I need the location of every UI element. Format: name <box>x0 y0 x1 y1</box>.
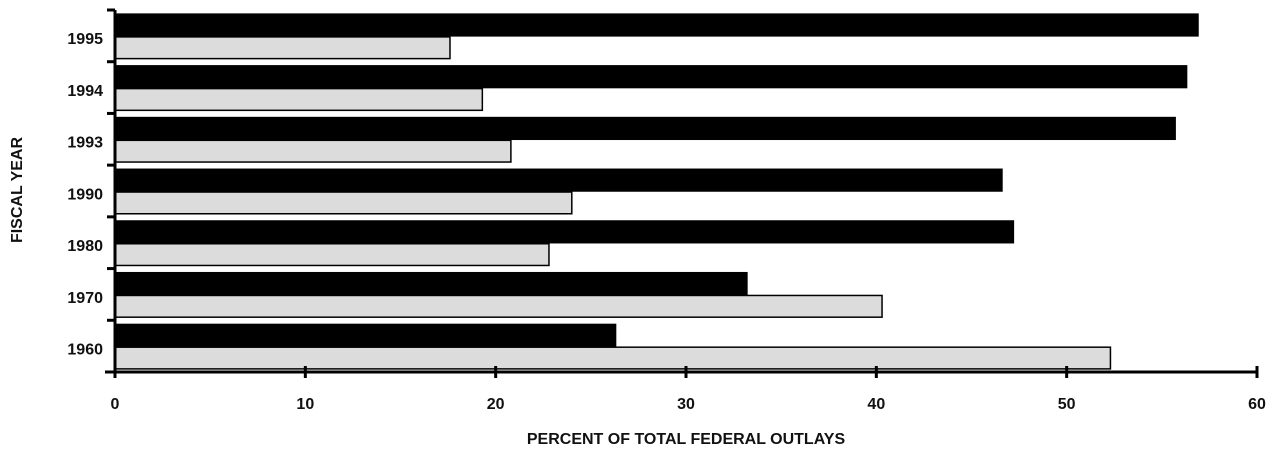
x-tick-label: 20 <box>487 396 505 413</box>
x-tick-label: 0 <box>111 396 120 413</box>
x-tick-label: 40 <box>867 396 885 413</box>
y-tick-label: 1970 <box>67 290 103 307</box>
bar <box>114 65 1188 89</box>
bar <box>114 116 1176 141</box>
bar <box>114 87 484 112</box>
bar <box>114 139 512 163</box>
bar <box>114 271 748 296</box>
y-tick-label: 1993 <box>67 135 103 152</box>
y-tick-label: 1960 <box>67 341 103 358</box>
bar <box>114 346 1112 370</box>
y-tick-label: 1995 <box>67 31 103 48</box>
bar <box>114 220 1015 244</box>
x-tick-label: 50 <box>1058 396 1076 413</box>
y-tick-label: 1980 <box>67 238 103 255</box>
y-axis-title: FISCAL YEAR <box>9 137 26 244</box>
bar <box>114 323 617 347</box>
y-tick-label: 1994 <box>67 83 103 100</box>
bar <box>114 168 1003 192</box>
bar <box>114 36 451 60</box>
x-tick-label: 60 <box>1248 396 1266 413</box>
x-tick-label: 10 <box>296 396 314 413</box>
x-axis-title: PERCENT OF TOTAL FEDERAL OUTLAYS <box>527 431 846 448</box>
bar <box>114 191 573 215</box>
bar <box>114 13 1199 37</box>
y-tick-label: 1990 <box>67 186 103 203</box>
x-tick-label: 30 <box>677 396 695 413</box>
bar <box>114 242 550 267</box>
bar <box>114 294 883 318</box>
